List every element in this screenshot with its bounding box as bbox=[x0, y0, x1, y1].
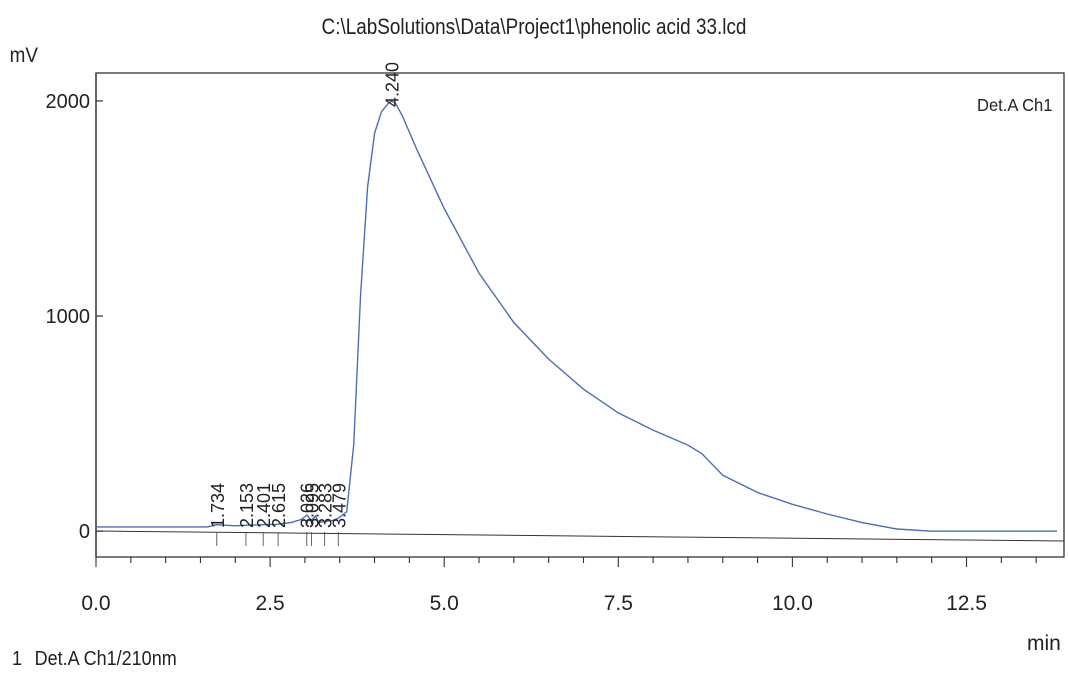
y-tick-label: 0 bbox=[79, 521, 90, 543]
peak-label: 4.240 bbox=[382, 62, 402, 107]
peak-label: 2.615 bbox=[269, 483, 289, 528]
peak-label: 3.283 bbox=[316, 483, 336, 528]
peak-label: 2.153 bbox=[237, 483, 257, 528]
detector-index: 1 bbox=[12, 648, 23, 670]
y-axis-unit-label: mV bbox=[9, 44, 38, 67]
y-tick-label: 2000 bbox=[46, 91, 91, 113]
peak-label: 3.026 bbox=[298, 483, 318, 528]
peak-label: 2.401 bbox=[254, 483, 274, 528]
x-tick-label: 5.0 bbox=[430, 592, 459, 615]
legend-label: Det.A Ch1 bbox=[977, 94, 1052, 115]
detector-description: Det.A Ch1/210nm bbox=[34, 648, 177, 670]
peak-markers bbox=[216, 532, 339, 546]
baseline-line bbox=[95, 530, 1065, 542]
chart-title: C:\LabSolutions\Data\Project1\phenolic a… bbox=[321, 14, 747, 39]
x-tick-label: 0.0 bbox=[81, 592, 110, 615]
x-tick-label: 12.5 bbox=[946, 592, 987, 615]
y-axis-ticks: 0 1000 2000 bbox=[46, 91, 103, 543]
x-tick-label: 10.0 bbox=[772, 592, 813, 615]
x-axis-ticks: 0.0 2.5 5.0 7.5 10.0 12.5 bbox=[81, 557, 1037, 615]
x-tick-label: 7.5 bbox=[604, 592, 633, 615]
series-line-det-a-ch1 bbox=[96, 100, 1057, 532]
x-tick-label: 2.5 bbox=[255, 592, 284, 615]
peak-label: 1.734 bbox=[208, 483, 228, 528]
peak-label: 3.479 bbox=[329, 483, 349, 528]
y-tick-label: 1000 bbox=[46, 306, 91, 328]
x-axis-unit-label: min bbox=[1027, 632, 1061, 655]
peak-label: 3.095 bbox=[303, 483, 323, 528]
detector-footer: 1 Det.A Ch1/210nm bbox=[12, 648, 189, 671]
